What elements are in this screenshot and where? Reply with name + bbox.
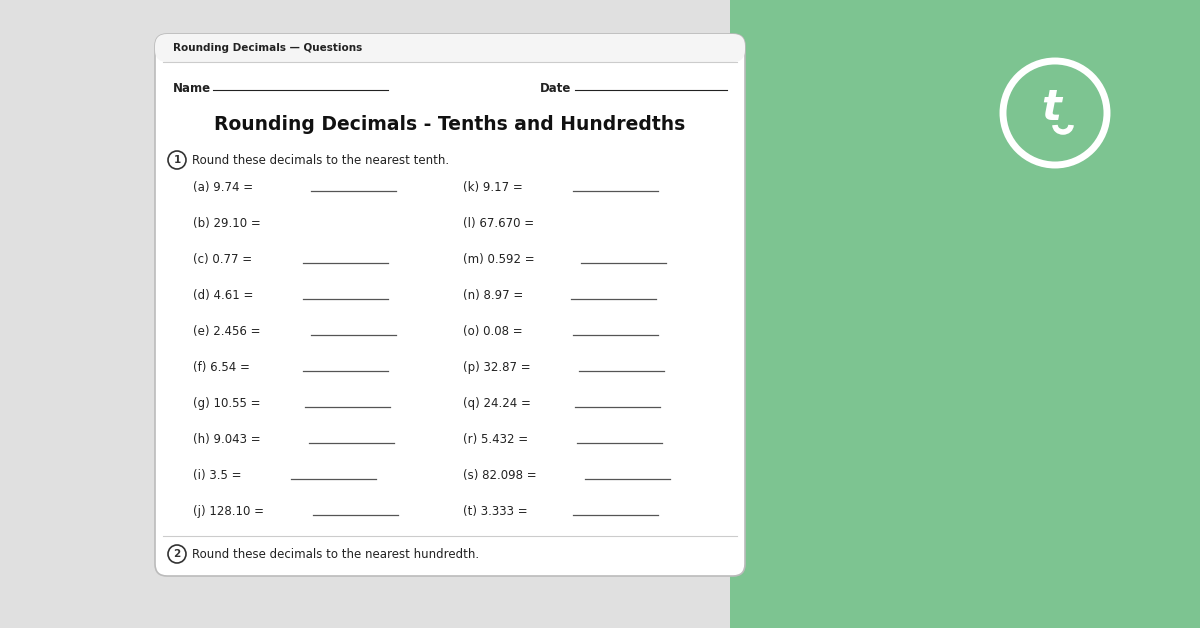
Text: (t) 3.333 =: (t) 3.333 = (463, 506, 528, 519)
Text: Rounding Decimals - Tenths and Hundredths: Rounding Decimals - Tenths and Hundredth… (215, 114, 685, 134)
FancyBboxPatch shape (155, 34, 745, 576)
Text: t: t (1042, 87, 1061, 129)
Polygon shape (730, 0, 1200, 628)
Text: Date: Date (540, 82, 571, 94)
Text: (k) 9.17 =: (k) 9.17 = (463, 181, 523, 195)
Circle shape (168, 151, 186, 169)
Text: (c) 0.77 =: (c) 0.77 = (193, 254, 252, 266)
Text: Name: Name (173, 82, 211, 94)
Text: Round these decimals to the nearest tenth.: Round these decimals to the nearest tent… (192, 153, 449, 166)
Text: (s) 82.098 =: (s) 82.098 = (463, 470, 536, 482)
Text: Round these decimals to the nearest hundredth.: Round these decimals to the nearest hund… (192, 548, 479, 561)
Text: (q) 24.24 =: (q) 24.24 = (463, 398, 530, 411)
Text: 2: 2 (173, 549, 181, 559)
Text: (h) 9.043 =: (h) 9.043 = (193, 433, 260, 447)
Text: (j) 128.10 =: (j) 128.10 = (193, 506, 264, 519)
Text: (b) 29.10 =: (b) 29.10 = (193, 217, 260, 230)
Text: 1: 1 (173, 155, 181, 165)
Text: Rounding Decimals — Questions: Rounding Decimals — Questions (173, 43, 362, 53)
Circle shape (168, 545, 186, 563)
Text: (d) 4.61 =: (d) 4.61 = (193, 290, 253, 303)
Bar (730, 0, 1200, 628)
Circle shape (1008, 66, 1102, 160)
Text: (m) 0.592 =: (m) 0.592 = (463, 254, 535, 266)
Text: (p) 32.87 =: (p) 32.87 = (463, 362, 530, 374)
Text: (o) 0.08 =: (o) 0.08 = (463, 325, 523, 338)
Text: (r) 5.432 =: (r) 5.432 = (463, 433, 528, 447)
Text: (f) 6.54 =: (f) 6.54 = (193, 362, 250, 374)
FancyBboxPatch shape (155, 34, 745, 62)
Text: (g) 10.55 =: (g) 10.55 = (193, 398, 260, 411)
Text: (a) 9.74 =: (a) 9.74 = (193, 181, 253, 195)
Text: (n) 8.97 =: (n) 8.97 = (463, 290, 523, 303)
Text: (i) 3.5 =: (i) 3.5 = (193, 470, 241, 482)
Text: (e) 2.456 =: (e) 2.456 = (193, 325, 260, 338)
Text: (l) 67.670 =: (l) 67.670 = (463, 217, 534, 230)
